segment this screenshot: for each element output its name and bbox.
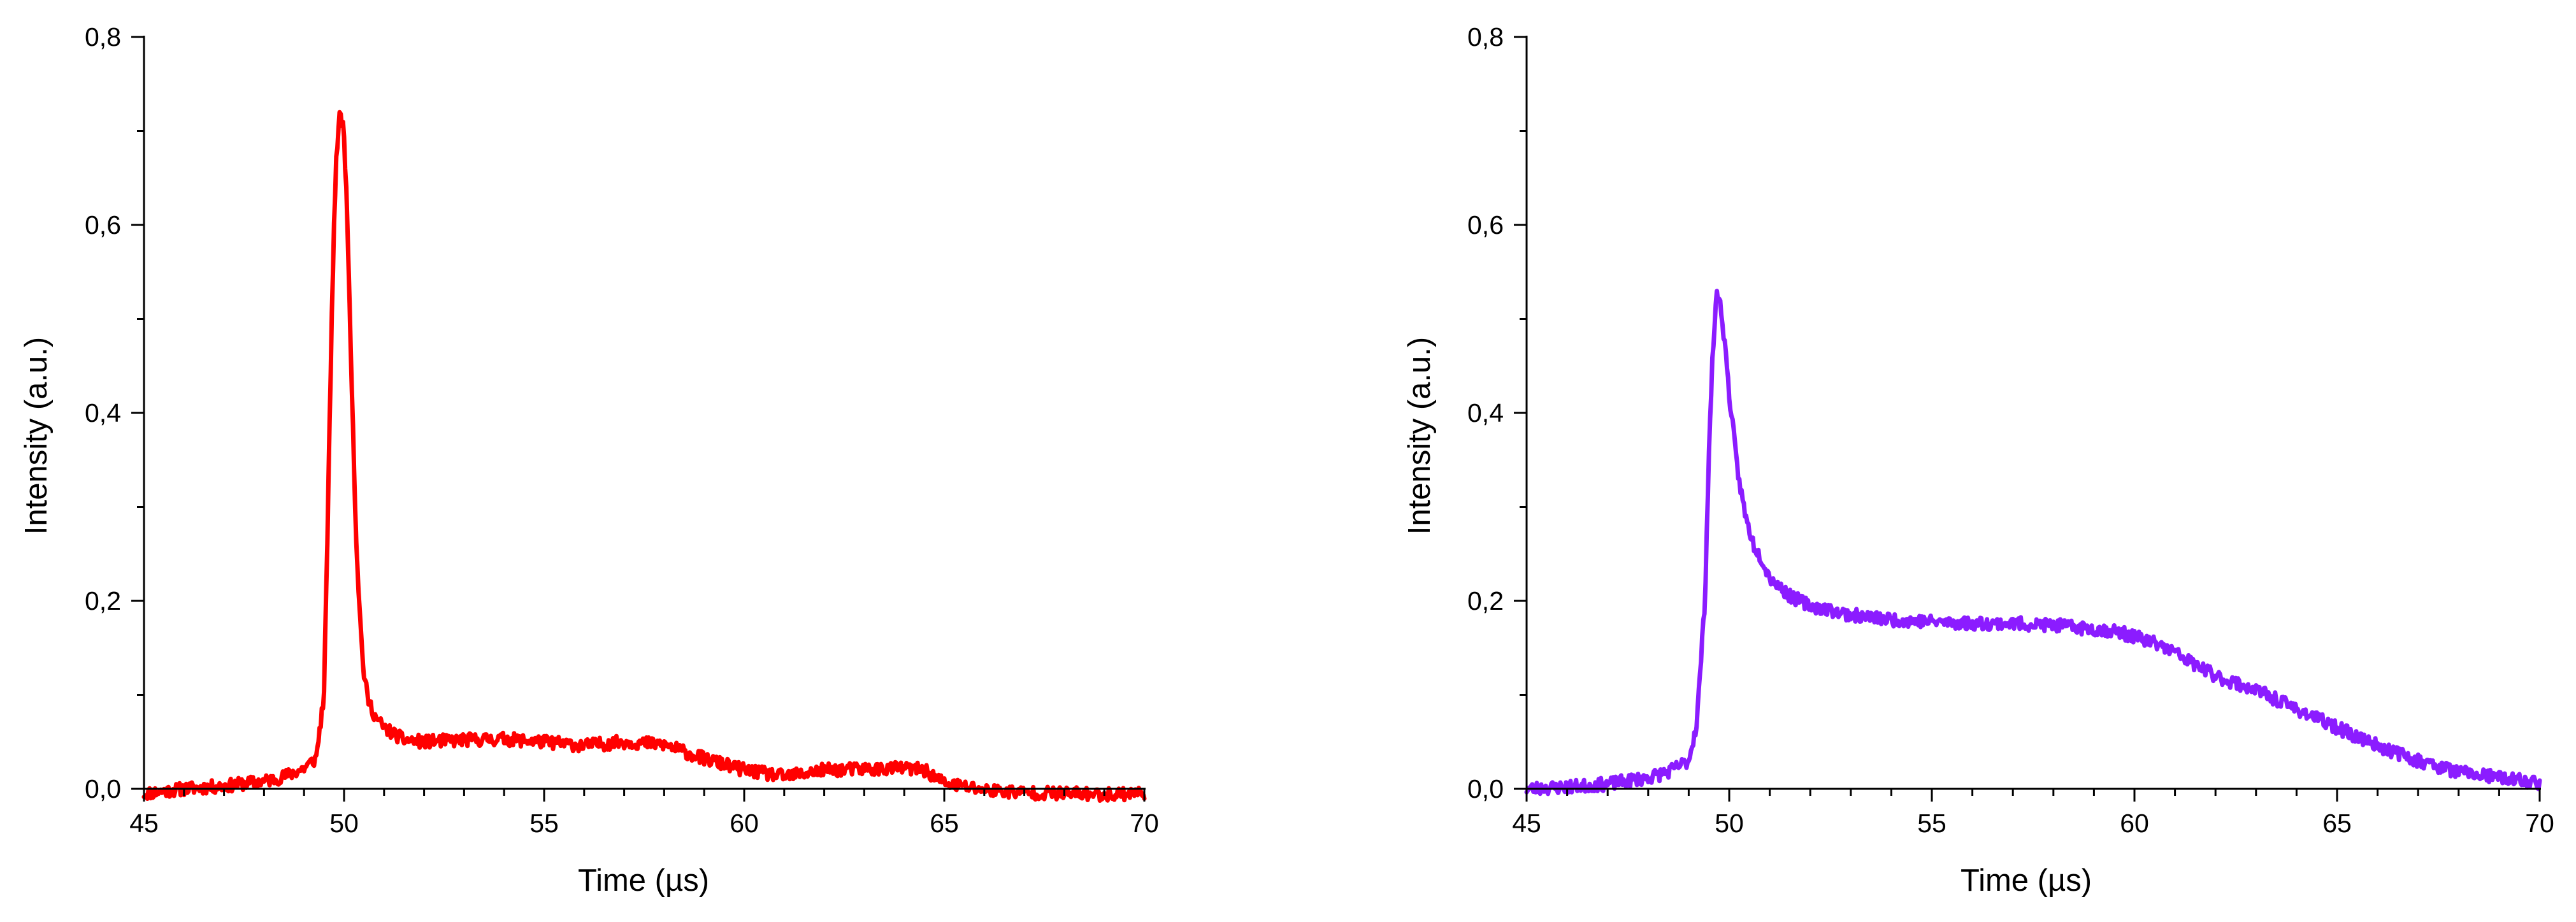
chart-left: 45 50 55 60 65 70 0,0 0,2 0,4 0,6 0,8 Time (µs) In… [19,22,1159,898]
axes-layer [1525,36,2541,790]
x-tick-label: 70 [2525,809,2554,838]
x-axis-title: Time (µs) [578,863,709,898]
x-tick-label: 65 [2322,809,2352,838]
ticks-layer: 45 50 55 60 65 70 0,0 0,2 0,4 0,6 0,8 [1467,22,2554,838]
y-tick-label: 0,6 [85,210,121,240]
x-tick-label: 55 [1917,809,1946,838]
chart-right: 45 50 55 60 65 70 0,0 0,2 0,4 0,6 0,8 Time (µs) In… [1402,22,2554,898]
y-tick-label: 0,2 [85,586,121,616]
y-tick-label: 0,0 [1467,774,1504,803]
y-axis-title: Intensity (a.u.) [19,337,54,535]
x-tick-label: 65 [930,809,959,838]
x-tick-label: 45 [1512,809,1541,838]
series-line [1524,289,2542,796]
series-layer [1524,289,2542,796]
x-tick-label: 60 [2120,809,2149,838]
x-tick-label: 50 [329,809,359,838]
y-axis-title: Intensity (a.u.) [1402,337,1437,535]
x-tick-label: 70 [1130,809,1159,838]
y-tick-label: 0,0 [85,774,121,803]
y-tick-label: 0,4 [1467,398,1504,428]
y-tick-label: 0,2 [1467,586,1504,616]
x-tick-label: 55 [529,809,559,838]
y-tick-label: 0,8 [1467,22,1504,52]
axes-layer [143,36,1146,790]
x-tick-label: 50 [1715,809,1744,838]
y-tick-label: 0,4 [85,398,121,428]
y-tick-label: 0,6 [1467,210,1504,240]
series-line [141,110,1147,803]
y-tick-label: 0,8 [85,22,121,52]
series-layer [141,110,1147,803]
x-tick-label: 60 [730,809,759,838]
x-tick-label: 45 [129,809,159,838]
ticks-layer: 45 50 55 60 65 70 0,0 0,2 0,4 0,6 0,8 [85,22,1159,838]
x-axis-title: Time (µs) [1961,863,2092,898]
